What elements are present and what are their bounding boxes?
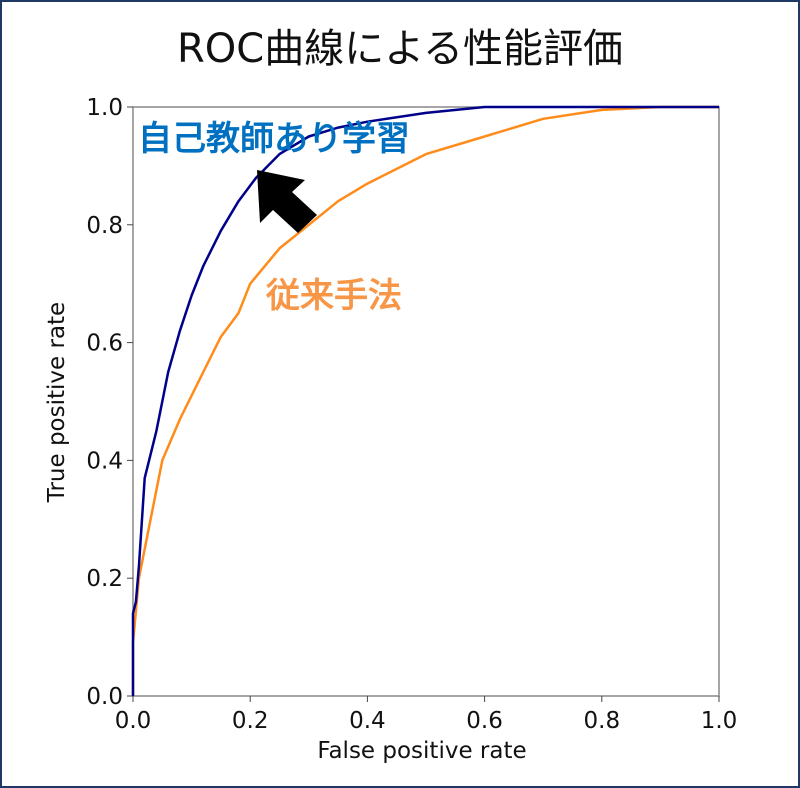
x-axis-label: False positive rate: [317, 738, 526, 764]
series-label-conventional: 従来手法: [265, 276, 402, 316]
plot-area: [132, 106, 720, 697]
y-axis-label: True positive rate: [44, 302, 70, 503]
x-tick-label: 0.2: [232, 708, 269, 734]
series-lines: [131, 105, 719, 696]
y-tick-label: 0.6: [86, 331, 123, 357]
x-tick-label: 0.0: [115, 708, 152, 734]
x-tick-label: 0.8: [584, 708, 621, 734]
x-tick-label: 0.4: [349, 708, 386, 734]
y-tick-label: 0.4: [86, 448, 123, 474]
x-tick-label: 1.0: [701, 708, 738, 734]
y-tick-label: 1.0: [86, 95, 123, 121]
series-line-conventional: [131, 105, 719, 696]
arrow-icon: [257, 170, 317, 233]
series-label-self-supervised: 自己教師あり学習: [138, 119, 410, 159]
axes: 0.0 0.2 0.4 0.6 0.8 1.0 0.0 0.2 0.4 0.6 0.8 1.0: [86, 95, 737, 734]
y-tick-label: 0.2: [86, 566, 123, 592]
y-tick-label: 0.8: [86, 213, 123, 239]
y-tick-label: 0.0: [86, 684, 123, 710]
chart-title: ROC曲線による性能評価: [177, 26, 623, 72]
x-tick-label: 0.6: [466, 708, 503, 734]
series-line-self-supervised: [131, 105, 719, 696]
